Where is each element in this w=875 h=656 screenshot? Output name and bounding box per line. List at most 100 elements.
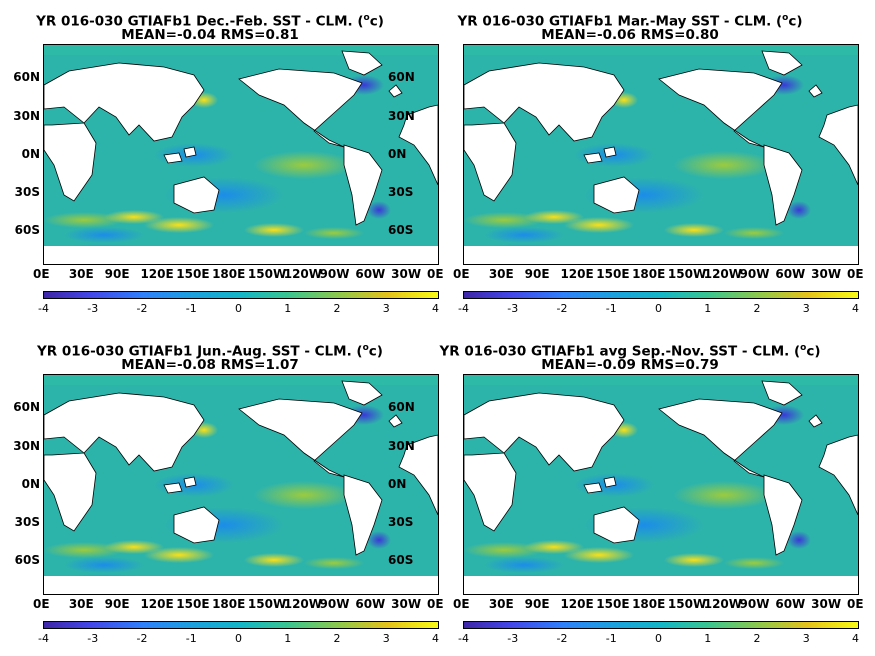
lon-tick-label: 30W [391, 597, 422, 611]
lat-tick-label: 30S [388, 515, 414, 529]
lon-tick-label: 90E [104, 597, 130, 611]
sst-anomaly-map [43, 44, 439, 265]
sst-anomaly-map [463, 374, 859, 595]
colorbar-tick-label: -2 [136, 632, 148, 645]
colorbar-tick-label: 4 [852, 302, 859, 315]
lon-tick-label: 90E [104, 267, 130, 281]
panel-title: YR 016-030 GTIAFb1 Dec.-Feb. SST - CLM. … [0, 10, 420, 30]
lon-tick-label: 0E [453, 597, 470, 611]
colorbar-tick-label: 3 [802, 632, 810, 645]
lon-tick-label: 180E [212, 267, 246, 281]
colorbar-tick-label: -3 [87, 632, 99, 645]
lon-tick-label: 0E [427, 267, 444, 281]
land-masses [44, 50, 438, 226]
colorbar-tick-label: -4 [38, 302, 49, 315]
land-masses [44, 380, 438, 556]
lat-tick-label: 60S [388, 553, 414, 567]
lon-tick-label: 120W [703, 597, 743, 611]
stats-text: MEAN=-0.08 RMS=1.07 [121, 357, 299, 373]
title-unit: c) [368, 343, 383, 360]
lon-tick-label: 150E [596, 597, 630, 611]
antarctica-land [464, 576, 858, 594]
colorbar-tick-label: -3 [87, 302, 99, 315]
stats-text: MEAN=-0.04 RMS=0.81 [121, 27, 299, 43]
lon-tick-label: 30W [391, 267, 422, 281]
lon-tick-label: 0E [847, 267, 864, 281]
colorbar-tick-label: 2 [333, 632, 341, 645]
colorbar [463, 291, 859, 299]
lon-tick-label: 30E [488, 267, 514, 281]
stats-text: MEAN=-0.06 RMS=0.80 [541, 27, 719, 43]
title-text: YR 016-030 GTIAFb1 Dec.-Feb. SST - CLM. … [36, 13, 364, 30]
colorbar-tick-label: -1 [605, 632, 617, 645]
panel-title: YR 016-030 GTIAFb1 Mar.-May SST - CLM. (… [420, 10, 840, 30]
colorbar-tick-label: 1 [704, 632, 712, 645]
panel-stats: MEAN=-0.09 RMS=0.79 [420, 357, 840, 373]
degree-mark: o [800, 343, 807, 353]
degree-mark: o [782, 13, 789, 23]
lat-tick-label: 30S [388, 185, 414, 199]
panel-title: YR 016-030 GTIAFb1 avg Sep.-Nov. SST - C… [420, 340, 840, 360]
degree-mark: o [363, 13, 370, 23]
lon-tick-label: 180E [212, 597, 246, 611]
title-unit: c) [788, 13, 803, 30]
lon-tick-label: 150E [176, 597, 210, 611]
panel-title: YR 016-030 GTIAFb1 Jun.-Aug. SST - CLM. … [0, 340, 420, 360]
lon-tick-label: 0E [427, 597, 444, 611]
lon-tick-label: 30W [811, 267, 842, 281]
panel-stats: MEAN=-0.08 RMS=1.07 [0, 357, 420, 373]
title-text: YR 016-030 GTIAFb1 avg Sep.-Nov. SST - C… [439, 343, 801, 360]
colorbar-tick-label: 4 [432, 302, 439, 315]
colorbar-tick-label: -1 [605, 302, 617, 315]
colorbar-tick-label: 1 [284, 632, 292, 645]
colorbar-tick-label: -2 [556, 632, 568, 645]
lon-tick-label: 120E [140, 597, 174, 611]
colorbar [463, 621, 859, 629]
lon-tick-label: 0E [453, 267, 470, 281]
colorbar-tick-label: 0 [655, 302, 662, 315]
colorbar-tick-label: 3 [382, 302, 390, 315]
lon-tick-label: 90W [739, 267, 770, 281]
colorbar-tick-label: 1 [704, 302, 712, 315]
lat-tick-label: 60S [14, 223, 40, 237]
colorbar-tick-label: 2 [333, 302, 341, 315]
lon-tick-label: 150E [176, 267, 210, 281]
colorbar-tick-label: 0 [235, 632, 242, 645]
land-masses [464, 50, 858, 226]
lon-tick-label: 90W [319, 597, 350, 611]
colorbar-tick-label: -1 [185, 302, 197, 315]
lat-tick-label: 0N [388, 477, 407, 491]
lat-tick-label: 60N [388, 400, 415, 414]
panel-stats: MEAN=-0.04 RMS=0.81 [0, 27, 420, 43]
stats-text: MEAN=-0.09 RMS=0.79 [541, 357, 719, 373]
degree-mark: o [362, 343, 369, 353]
colorbar-tick-label: 2 [753, 302, 761, 315]
lon-tick-label: 180E [632, 267, 666, 281]
lon-tick-label: 120E [560, 597, 594, 611]
title-unit: c) [369, 13, 384, 30]
title-text: YR 016-030 GTIAFb1 Jun.-Aug. SST - CLM. … [37, 343, 363, 360]
colorbar-tick-label: 1 [284, 302, 292, 315]
lon-tick-label: 0E [847, 597, 864, 611]
lon-tick-label: 120E [560, 267, 594, 281]
lat-tick-label: 60S [14, 553, 40, 567]
lat-tick-label: 0N [21, 477, 40, 491]
lon-tick-label: 90E [524, 267, 550, 281]
colorbar-tick-label: -3 [507, 302, 519, 315]
sst-anomaly-map [463, 44, 859, 265]
lat-tick-label: 0N [388, 147, 407, 161]
colorbar-tick-label: -2 [136, 302, 148, 315]
colorbar-tick-label: 4 [852, 632, 859, 645]
colorbar-tick-label: 3 [382, 632, 390, 645]
lat-tick-label: 60N [13, 400, 40, 414]
panel-stats: MEAN=-0.06 RMS=0.80 [420, 27, 840, 43]
lon-tick-label: 180E [632, 597, 666, 611]
colorbar-tick-label: 3 [802, 302, 810, 315]
lon-tick-label: 150W [667, 597, 707, 611]
colorbar [43, 291, 439, 299]
colorbar-tick-label: 0 [655, 632, 662, 645]
map-panel: YR 016-030 GTIAFb1 Dec.-Feb. SST - CLM. … [0, 0, 443, 320]
colorbar-tick-label: 2 [753, 632, 761, 645]
colorbar-tick-label: 4 [432, 632, 439, 645]
lat-tick-label: 30S [14, 515, 40, 529]
